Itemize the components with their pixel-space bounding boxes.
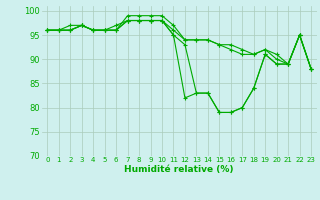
X-axis label: Humidité relative (%): Humidité relative (%) (124, 165, 234, 174)
